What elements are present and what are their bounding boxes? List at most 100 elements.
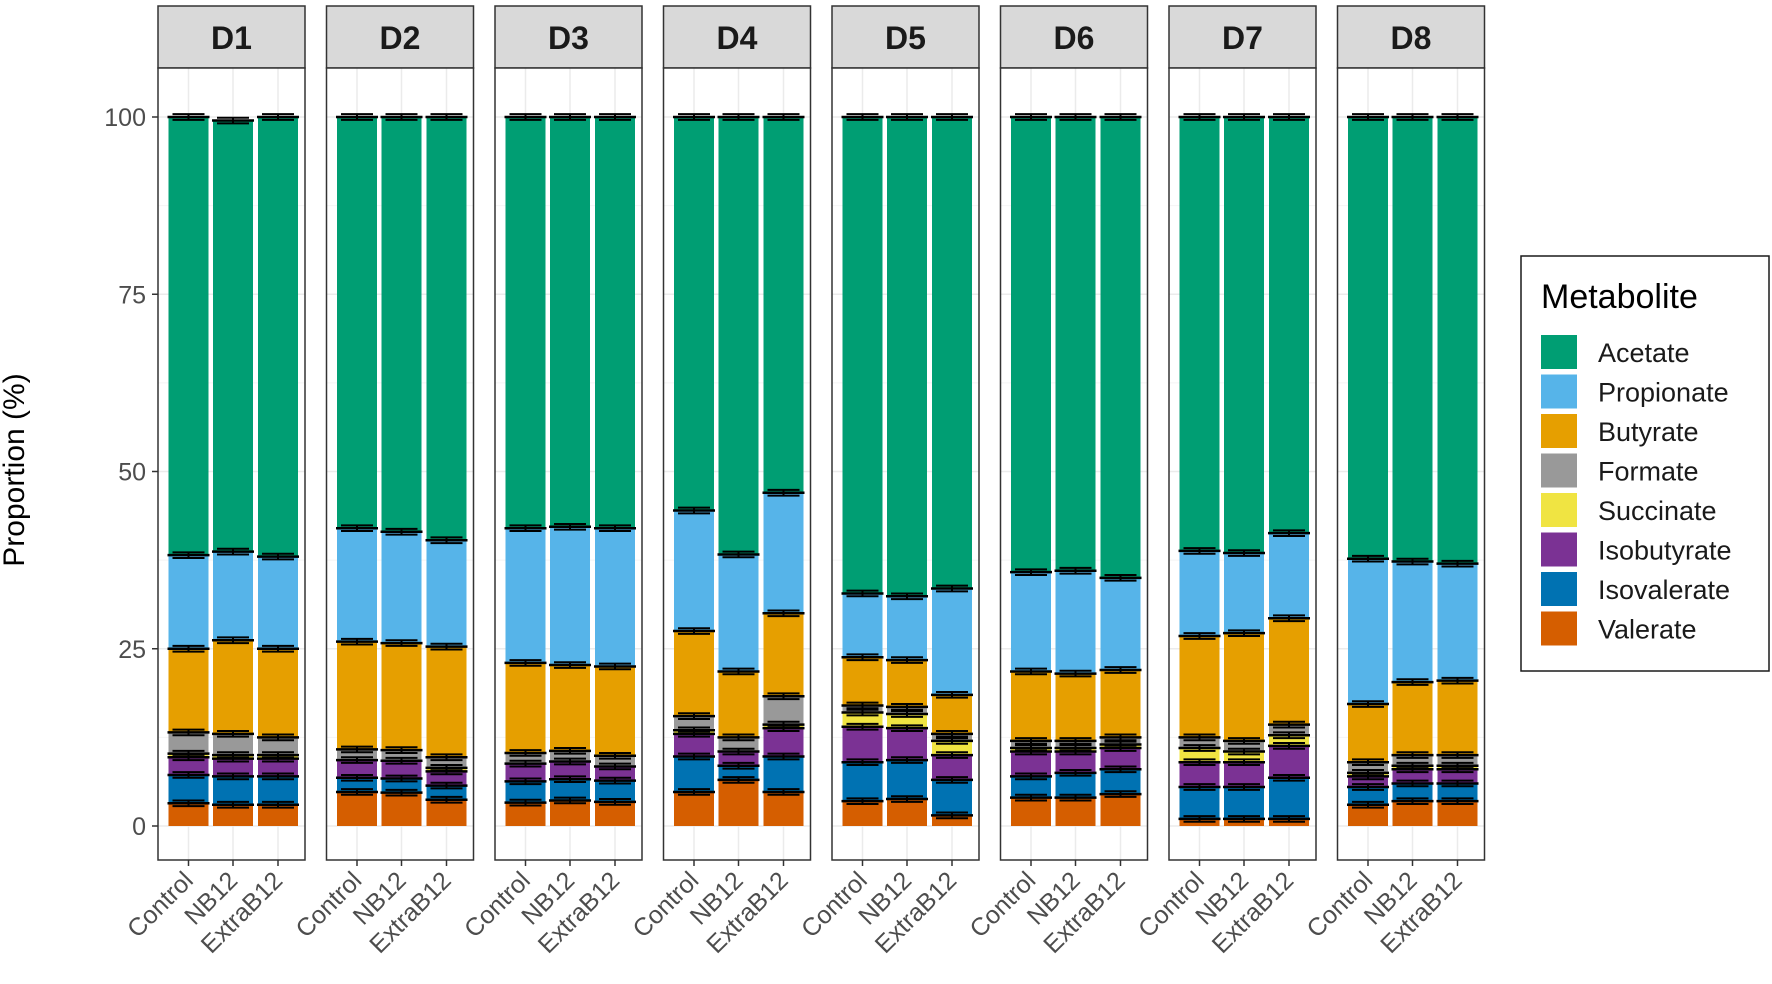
facet-panels: D1ControlNB12ExtraB12D2ControlNB12ExtraB…: [122, 5, 1486, 959]
bar-segment-propionate: [674, 510, 714, 632]
bar-segment-acetate: [258, 117, 298, 557]
bar-segment-valerate: [213, 804, 253, 826]
facet-label: D6: [1054, 20, 1095, 56]
bar-segment-butyrate: [932, 694, 972, 734]
bar-segment-valerate: [674, 791, 714, 826]
bar-segment-isobutyrate: [1011, 751, 1051, 777]
bar-segment-valerate: [718, 779, 759, 826]
bar-segment-acetate: [426, 117, 467, 541]
bar-segment-propionate: [595, 528, 635, 667]
bar-extrab12: [1099, 113, 1142, 826]
bar-segment-propionate: [258, 556, 298, 649]
legend-swatch: [1541, 493, 1577, 527]
bar-segment-butyrate: [887, 660, 927, 707]
bar-segment-propionate: [718, 554, 759, 672]
bar-segment-isovalerate: [674, 756, 714, 792]
bar-segment-butyrate: [1011, 671, 1051, 741]
legend-label: Succinate: [1598, 496, 1717, 526]
bar-segment-isobutyrate: [505, 763, 546, 782]
panel-border: [662, 67, 812, 861]
bar-segment-valerate: [168, 803, 209, 826]
facet-label: D3: [548, 20, 589, 56]
bar-segment-isovalerate: [1269, 777, 1309, 819]
bar-segment-butyrate: [381, 643, 422, 751]
y-axis: Proportion (%) 0 25 50 75 100: [0, 104, 158, 841]
panel-border: [999, 67, 1149, 861]
bar-segment-acetate: [1392, 117, 1433, 562]
bar-segment-isobutyrate: [337, 760, 377, 778]
bar-segment-butyrate: [168, 648, 209, 733]
bar-extrab12: [1268, 113, 1310, 826]
bar-segment-butyrate: [1100, 670, 1141, 738]
bar-segment-butyrate: [718, 671, 759, 738]
bar-segment-isobutyrate: [674, 733, 714, 757]
bar-segment-butyrate: [550, 665, 590, 751]
bar-segment-acetate: [1100, 117, 1141, 578]
legend-swatch: [1541, 532, 1577, 567]
bar-segment-isovalerate: [1392, 783, 1433, 802]
facet-strip: [999, 5, 1149, 69]
bar-segment-propionate: [1100, 577, 1141, 671]
legend-title: Metabolite: [1541, 278, 1698, 316]
y-tick-label: 25: [118, 636, 146, 664]
bar-segment-acetate: [595, 117, 635, 529]
bar-segment-butyrate: [763, 613, 804, 697]
bar-control: [336, 113, 378, 826]
bar-control: [673, 113, 715, 826]
bar-control: [1178, 113, 1221, 826]
legend-label: Propionate: [1598, 378, 1729, 408]
bar-segment-acetate: [1224, 117, 1264, 554]
y-tick-label: 100: [104, 104, 146, 132]
y-axis-label: Proportion (%): [0, 373, 31, 566]
facet-label: D5: [885, 20, 926, 56]
bar-segment-formate: [1437, 755, 1478, 766]
bar-segment-acetate: [1269, 117, 1309, 534]
bar-segment-acetate: [718, 117, 759, 555]
bar-nb12: [1223, 113, 1265, 826]
bar-segment-isovalerate: [1055, 772, 1096, 798]
bar-nb12: [1054, 113, 1097, 826]
bar-segment-valerate: [1392, 801, 1433, 826]
bar-segment-isobutyrate: [1348, 776, 1388, 788]
bar-segment-isobutyrate: [1224, 762, 1264, 788]
bar-segment-valerate: [426, 799, 467, 826]
bar-segment-isovalerate: [1348, 787, 1388, 805]
bar-segment-butyrate: [674, 631, 714, 717]
bar-segment-formate: [213, 733, 253, 756]
bar-segment-isobutyrate: [887, 728, 927, 761]
bar-segment-propionate: [337, 528, 377, 642]
legend: Metabolite Acetate Propionate Butyrate Form…: [1520, 255, 1770, 672]
bar-segment-isovalerate: [1224, 787, 1264, 819]
bar-segment-formate: [1179, 737, 1220, 749]
legend-label: Acetate: [1598, 338, 1690, 368]
bar-segment-valerate: [763, 791, 804, 826]
panel-border: [494, 67, 643, 861]
bar-segment-propionate: [550, 526, 590, 666]
bar-segment-isovalerate: [1011, 776, 1051, 798]
bar-segment-butyrate: [213, 640, 253, 734]
legend-label: Formate: [1598, 457, 1699, 487]
bar-segment-acetate: [674, 117, 714, 511]
panel-border: [1336, 67, 1486, 861]
bar-segment-formate: [337, 749, 377, 761]
bar-segment-acetate: [381, 117, 422, 532]
bar-segment-isovalerate: [505, 781, 546, 803]
bar-segment-isovalerate: [932, 779, 972, 816]
bar-segment-butyrate: [1392, 682, 1433, 756]
bar-segment-isovalerate: [1179, 787, 1220, 819]
bar-segment-valerate: [1055, 797, 1096, 826]
bar-segment-isobutyrate: [213, 758, 253, 777]
bar-segment-isobutyrate: [550, 761, 590, 780]
bar-nb12: [380, 113, 423, 826]
bar-segment-isobutyrate: [168, 757, 209, 775]
legend-swatch: [1541, 453, 1577, 488]
bar-segment-butyrate: [258, 648, 298, 738]
bar-segment-valerate: [505, 802, 546, 826]
bar-segment-isobutyrate: [1269, 745, 1309, 778]
bar-segment-butyrate: [1055, 673, 1096, 741]
legend-label: Butyrate: [1598, 417, 1699, 447]
bar-segment-valerate: [842, 801, 883, 826]
